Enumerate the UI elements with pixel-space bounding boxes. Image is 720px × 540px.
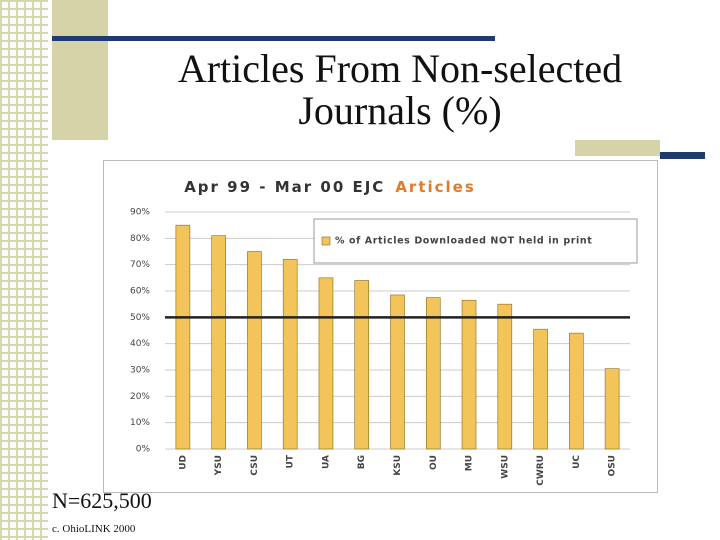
bar <box>497 303 513 450</box>
x-tick-label: YSU <box>214 455 224 476</box>
decor-pattern <box>0 0 48 540</box>
bar <box>533 328 548 450</box>
decor-block <box>575 140 660 156</box>
decor-rule <box>52 36 495 41</box>
sample-size: N=625,500 <box>52 488 152 513</box>
x-tick-label: UC <box>572 455 582 469</box>
bar <box>569 332 584 450</box>
decor-rule <box>660 152 705 159</box>
bar <box>318 277 334 450</box>
x-tick-label: CWRU <box>536 455 546 486</box>
bar <box>461 299 477 450</box>
credit: c. OhioLINK 2000 <box>52 523 136 535</box>
y-tick-label: 20% <box>130 392 150 402</box>
x-tick-label: UT <box>286 454 296 468</box>
legend-box <box>313 218 638 264</box>
x-tick-label: KSU <box>393 455 403 476</box>
y-tick-label: 90% <box>130 208 150 218</box>
bar <box>390 294 405 450</box>
legend-label: % of Articles Downloaded NOT held in pri… <box>335 236 592 247</box>
x-tick-label: OU <box>429 455 439 470</box>
bar <box>354 280 370 450</box>
bar <box>247 251 262 450</box>
x-tick-label: OSU <box>608 455 618 476</box>
bar <box>175 224 191 450</box>
chart: Apr 99 - Mar 00 EJC Articles 0% 10% 20% 30% 4… <box>103 160 658 493</box>
x-tick-label: CSU <box>250 455 260 476</box>
decor-block <box>52 0 108 140</box>
bar <box>282 259 298 450</box>
chart-frame <box>103 160 658 493</box>
y-tick-label: 40% <box>130 339 150 349</box>
y-tick-label: 60% <box>130 287 150 297</box>
y-tick-label: 0% <box>136 445 151 455</box>
x-tick-label: UA <box>321 455 331 469</box>
x-tick-label: WSU <box>500 455 510 479</box>
chart-title: Apr 99 - Mar 00 EJC Articles <box>184 178 476 196</box>
y-tick-label: 80% <box>130 234 150 244</box>
x-tick-label: MU <box>465 455 475 471</box>
x-tick-label: UD <box>178 455 188 470</box>
y-tick-label: 10% <box>130 418 150 428</box>
legend-swatch <box>321 236 331 246</box>
chart-title-highlight: Articles <box>395 178 475 196</box>
y-tick-label: 30% <box>130 366 150 376</box>
bar <box>604 368 620 450</box>
bar <box>425 297 441 450</box>
bar <box>211 235 226 450</box>
y-tick-label: 50% <box>130 313 150 323</box>
chart-title-main: Apr 99 - Mar 00 EJC <box>184 178 385 196</box>
x-tick-label: BG <box>357 455 367 469</box>
slide-title: Articles From Non-selected Journals (%) <box>177 46 623 133</box>
y-tick-label: 70% <box>130 260 150 270</box>
